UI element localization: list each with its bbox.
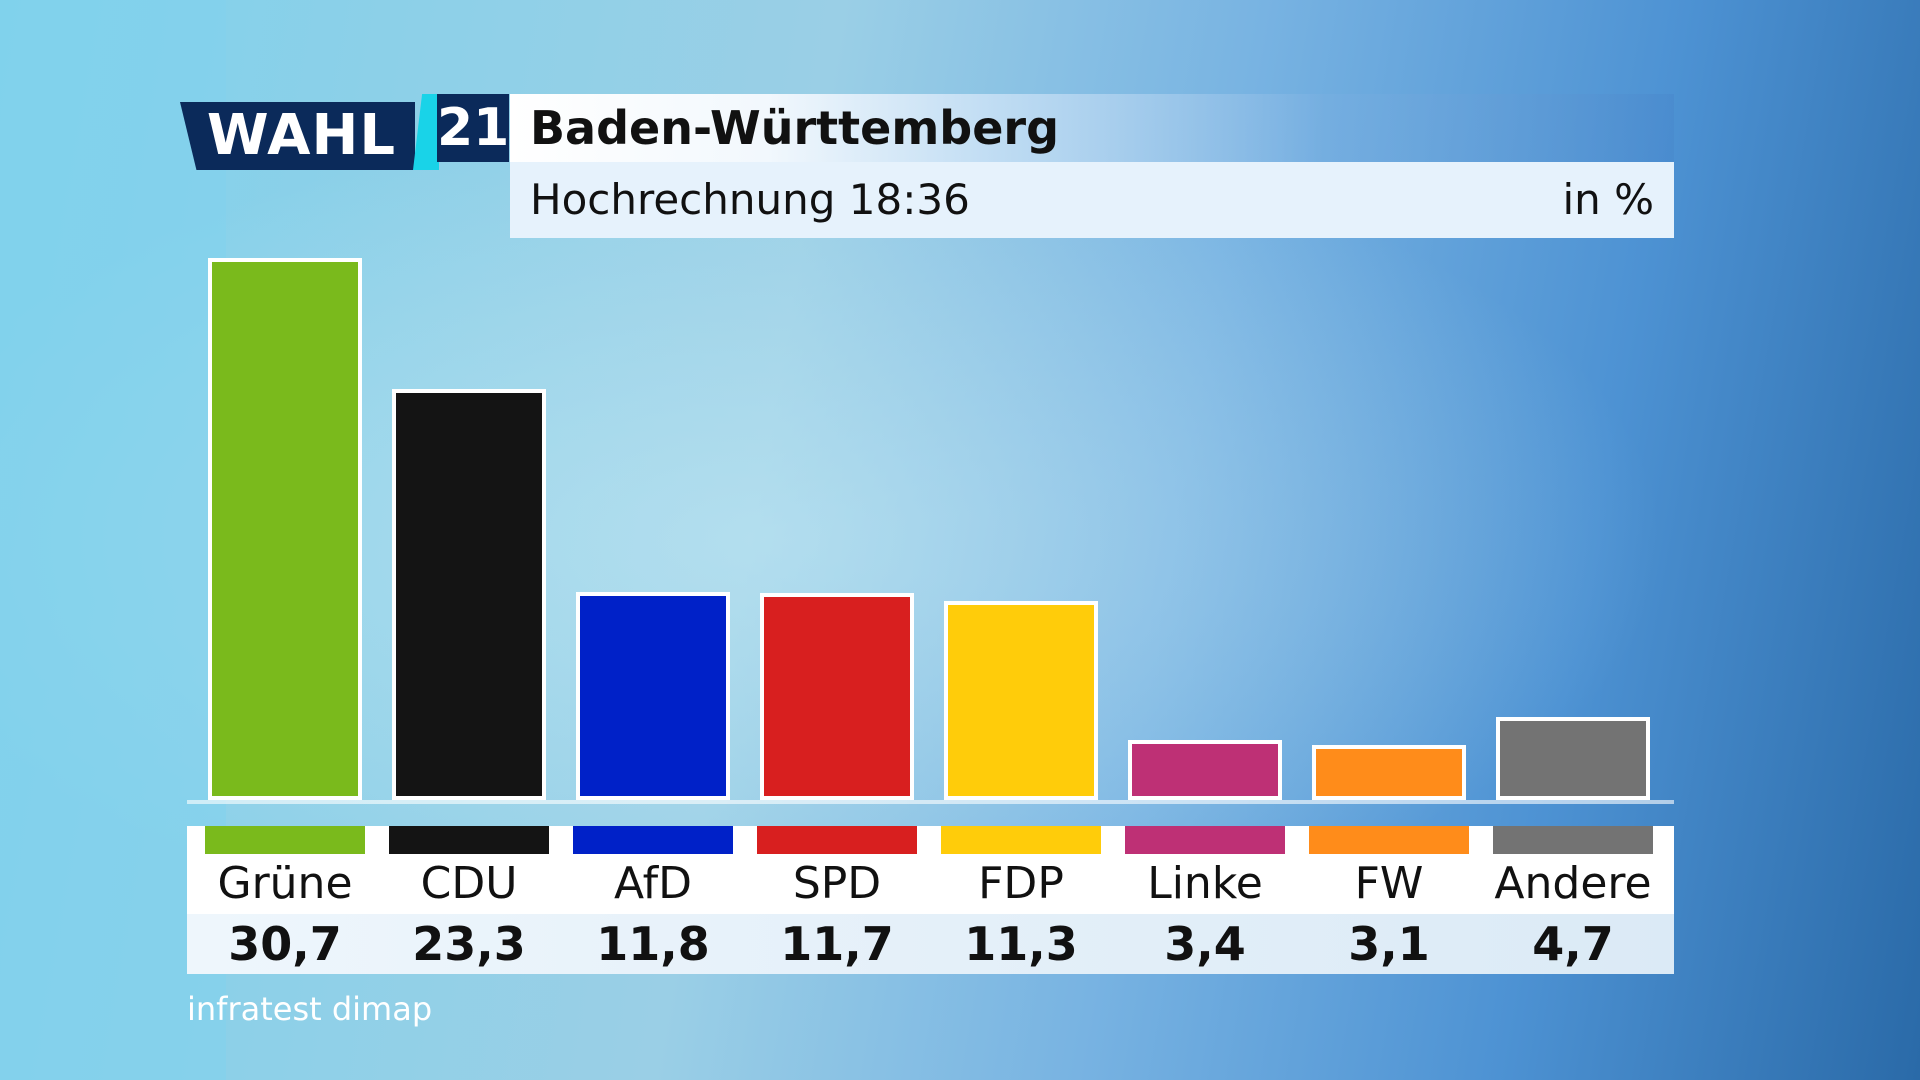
bar-linke bbox=[1128, 740, 1282, 800]
source-credit: infratest dimap bbox=[187, 990, 433, 1028]
legend-swatch-fw bbox=[1309, 826, 1469, 854]
category-label-andere: Andere bbox=[1494, 858, 1652, 909]
value-label-linke: 3,4 bbox=[1164, 917, 1246, 971]
bar-fdp bbox=[944, 601, 1098, 800]
value-label-cdu: 23,3 bbox=[412, 917, 526, 971]
category-label-fdp: FDP bbox=[978, 858, 1064, 909]
category-label-cdu: CDU bbox=[420, 858, 518, 909]
value-label-fw: 3,1 bbox=[1348, 917, 1430, 971]
value-label-spd: 11,7 bbox=[780, 917, 894, 971]
value-label-afd: 11,8 bbox=[596, 917, 710, 971]
bar-gruene bbox=[208, 258, 362, 800]
legend-swatch-andere bbox=[1493, 826, 1653, 854]
category-label-gruene: Grüne bbox=[217, 858, 353, 909]
unit-label: in % bbox=[1562, 175, 1654, 224]
chart-title: Baden-Württemberg bbox=[530, 101, 1060, 155]
bar-afd bbox=[576, 592, 730, 800]
value-strip bbox=[187, 914, 1674, 974]
legend-swatch-fdp bbox=[941, 826, 1101, 854]
category-label-afd: AfD bbox=[614, 858, 692, 909]
value-label-fdp: 11,3 bbox=[964, 917, 1078, 971]
legend-swatch-gruene bbox=[205, 826, 365, 854]
bar-andere bbox=[1496, 717, 1650, 800]
bar-spd bbox=[760, 593, 914, 800]
bar-fw bbox=[1312, 745, 1466, 800]
legend-swatch-spd bbox=[757, 826, 917, 854]
subtitle-bar bbox=[510, 162, 1674, 238]
legend-swatch-cdu bbox=[389, 826, 549, 854]
chart-subtitle: Hochrechnung 18:36 bbox=[530, 175, 970, 224]
logo-number: 21 bbox=[437, 94, 509, 162]
value-label-andere: 4,7 bbox=[1532, 917, 1614, 971]
title-bar bbox=[510, 94, 1674, 162]
category-label-spd: SPD bbox=[792, 858, 882, 909]
bar-cdu bbox=[392, 389, 546, 800]
legend-swatch-linke bbox=[1125, 826, 1285, 854]
value-label-gruene: 30,7 bbox=[228, 917, 342, 971]
chart-baseline bbox=[187, 800, 1674, 804]
logo-wahl: WAHL bbox=[180, 102, 415, 170]
category-label-fw: FW bbox=[1354, 858, 1424, 909]
legend-swatch-afd bbox=[573, 826, 733, 854]
category-label-linke: Linke bbox=[1147, 858, 1263, 909]
